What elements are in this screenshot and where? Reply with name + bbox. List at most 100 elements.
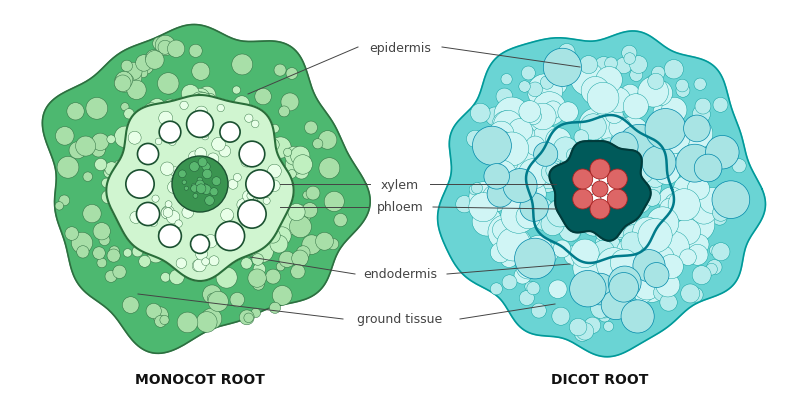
Circle shape <box>262 209 280 227</box>
Circle shape <box>174 167 190 184</box>
Circle shape <box>292 250 308 267</box>
Circle shape <box>601 174 622 195</box>
Circle shape <box>514 168 544 198</box>
Circle shape <box>192 171 206 185</box>
Circle shape <box>183 161 202 179</box>
Circle shape <box>597 262 615 280</box>
Circle shape <box>244 313 254 323</box>
Circle shape <box>248 269 266 288</box>
Circle shape <box>146 152 155 162</box>
Circle shape <box>206 94 215 104</box>
Circle shape <box>313 139 323 149</box>
Circle shape <box>230 293 245 307</box>
Circle shape <box>584 210 601 227</box>
Circle shape <box>518 182 537 200</box>
Circle shape <box>602 168 623 190</box>
Circle shape <box>222 159 234 171</box>
Circle shape <box>606 283 628 305</box>
Circle shape <box>575 165 600 190</box>
Circle shape <box>201 309 222 329</box>
Circle shape <box>590 179 605 194</box>
Circle shape <box>148 247 164 263</box>
Circle shape <box>190 254 209 273</box>
Circle shape <box>186 179 198 192</box>
Circle shape <box>609 273 638 303</box>
Circle shape <box>269 181 280 192</box>
Circle shape <box>585 209 602 226</box>
Circle shape <box>207 153 219 165</box>
Circle shape <box>67 103 84 121</box>
Circle shape <box>657 122 690 154</box>
Circle shape <box>146 130 159 144</box>
Circle shape <box>169 138 176 146</box>
Circle shape <box>633 250 665 282</box>
Circle shape <box>158 225 182 248</box>
Circle shape <box>306 187 320 200</box>
Circle shape <box>158 230 165 237</box>
Circle shape <box>497 228 530 261</box>
Circle shape <box>197 178 202 183</box>
Text: phloem: phloem <box>377 201 423 214</box>
Circle shape <box>602 141 630 168</box>
Circle shape <box>574 130 589 145</box>
Circle shape <box>544 102 562 119</box>
Circle shape <box>266 229 280 243</box>
Circle shape <box>190 191 197 197</box>
Circle shape <box>594 179 616 200</box>
Circle shape <box>258 156 276 173</box>
Circle shape <box>291 207 310 226</box>
Circle shape <box>161 203 170 212</box>
Circle shape <box>173 200 193 220</box>
Circle shape <box>139 195 151 207</box>
Circle shape <box>157 176 174 192</box>
Circle shape <box>610 175 630 196</box>
Circle shape <box>235 184 250 199</box>
Circle shape <box>622 262 649 290</box>
Circle shape <box>606 164 622 181</box>
Circle shape <box>621 232 644 255</box>
Circle shape <box>607 173 631 196</box>
Circle shape <box>107 136 115 144</box>
Circle shape <box>222 193 242 213</box>
Circle shape <box>191 184 198 190</box>
Circle shape <box>496 89 513 105</box>
Circle shape <box>193 149 203 159</box>
Circle shape <box>263 198 270 205</box>
Circle shape <box>238 191 259 212</box>
Circle shape <box>195 248 207 260</box>
Circle shape <box>623 189 642 208</box>
Circle shape <box>204 235 218 248</box>
Circle shape <box>466 131 484 148</box>
Circle shape <box>690 198 718 224</box>
Circle shape <box>190 221 203 234</box>
Circle shape <box>138 205 148 214</box>
Circle shape <box>226 119 242 136</box>
Circle shape <box>204 188 211 195</box>
Circle shape <box>596 183 612 199</box>
Circle shape <box>155 209 169 222</box>
Circle shape <box>236 202 257 224</box>
Circle shape <box>202 185 211 195</box>
Circle shape <box>202 163 210 171</box>
Circle shape <box>114 73 134 93</box>
Circle shape <box>302 192 311 200</box>
Circle shape <box>588 139 602 153</box>
Circle shape <box>575 164 601 190</box>
Circle shape <box>562 170 574 183</box>
Circle shape <box>610 173 638 200</box>
Circle shape <box>143 160 154 171</box>
Circle shape <box>57 157 79 179</box>
Circle shape <box>242 191 254 202</box>
Circle shape <box>652 67 665 80</box>
Circle shape <box>592 182 618 207</box>
Circle shape <box>578 187 604 212</box>
Circle shape <box>167 41 185 58</box>
Circle shape <box>574 179 588 193</box>
Circle shape <box>170 181 186 196</box>
Circle shape <box>637 89 654 105</box>
Circle shape <box>200 129 209 139</box>
Circle shape <box>695 99 711 115</box>
Circle shape <box>599 172 613 186</box>
Circle shape <box>599 267 617 285</box>
Circle shape <box>609 117 631 139</box>
